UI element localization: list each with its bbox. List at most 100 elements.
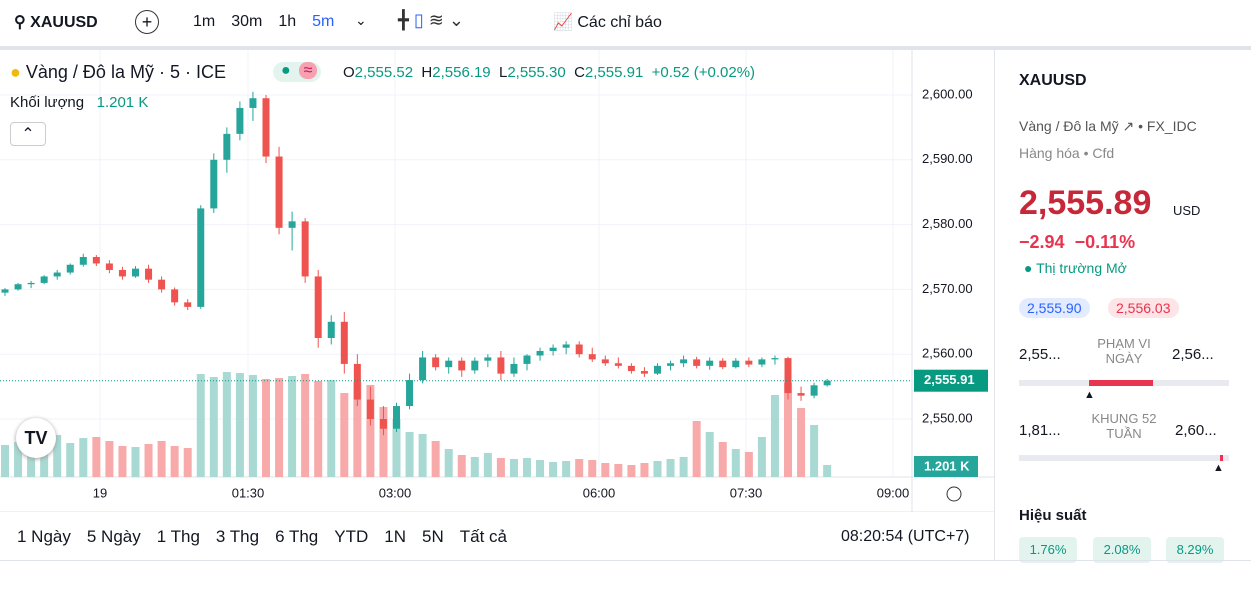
range[interactable]: 5 Ngày	[86, 527, 141, 546]
volume-bar	[157, 441, 166, 477]
collapse[interactable]: ⌃	[10, 122, 46, 146]
candle-body	[223, 133, 231, 160]
symbol: XAUUSD	[30, 14, 98, 31]
dropdown[interactable]: ⌄	[355, 12, 367, 28]
candle-body	[327, 321, 335, 338]
candle-body	[105, 263, 113, 270]
perf: 1.76%	[1019, 537, 1077, 563]
candle-body	[145, 268, 153, 280]
volume-bar	[483, 453, 492, 477]
candle-body	[14, 284, 22, 290]
day-label: PHẠM VI NGÀY	[1097, 336, 1151, 366]
volume-bar	[614, 464, 623, 477]
interval[interactable]: 1m	[193, 13, 216, 30]
volume-bar	[353, 382, 362, 477]
y-tick-label: 2,560.00	[922, 346, 973, 361]
interval[interactable]: 1h	[278, 13, 297, 30]
range[interactable]: 1 Ngày	[17, 527, 71, 546]
range[interactable]: 6 Thg	[275, 527, 319, 546]
volume-bar	[418, 434, 427, 477]
volume-bar	[301, 374, 310, 477]
candle-body	[732, 360, 740, 368]
name: Vàng / Đô la Mỹ	[1019, 118, 1119, 134]
marker: ▲	[1084, 389, 1095, 401]
y-tick-label: 2,550.00	[922, 410, 973, 425]
volume-bar	[183, 448, 192, 477]
candle-body	[627, 365, 635, 372]
volume-bar	[118, 446, 127, 477]
candle-body	[236, 107, 244, 134]
volume-bar	[262, 379, 270, 477]
volume-bar	[340, 393, 349, 477]
candle-body	[758, 359, 766, 365]
candle-body	[118, 269, 126, 277]
volume-val: 1.201 K	[96, 94, 149, 111]
volume-bar	[457, 455, 466, 477]
chart-type-icons[interactable]: ╋ ▯ ≋ ⌄	[398, 10, 464, 30]
interval[interactable]: 30m	[231, 13, 263, 30]
symbol-search[interactable]: ⚲ XAUUSD	[14, 14, 98, 31]
range[interactable]: 5N	[422, 527, 444, 546]
add-button[interactable]: +	[135, 10, 159, 34]
volume-bar	[222, 372, 231, 477]
volume-bar	[131, 447, 140, 477]
candle-body	[510, 363, 518, 374]
candle-body	[79, 256, 87, 265]
volume-bar	[705, 432, 714, 477]
candle-body	[667, 363, 675, 366]
candle-body	[575, 344, 583, 355]
status-pill[interactable]: ● ≈	[273, 62, 321, 82]
range[interactable]: 3 Thg	[215, 527, 260, 546]
perf: 8.29%	[1166, 537, 1224, 563]
volume-bar	[549, 462, 558, 477]
exchange: FX_IDC	[1146, 118, 1197, 134]
y-tick-label: 2,570.00	[922, 281, 973, 296]
candle-body	[158, 279, 166, 290]
y-tick-label: 2,580.00	[922, 216, 973, 231]
candle-body	[745, 360, 753, 365]
intervals: 1m 30m 1h 5m	[193, 13, 350, 31]
volume-bar	[744, 452, 753, 477]
currency: USD	[1173, 203, 1201, 218]
volume-bar	[770, 395, 779, 477]
kind: Cfd	[1092, 145, 1115, 161]
range[interactable]: Tất cả	[459, 527, 507, 546]
volume-bar	[509, 459, 518, 477]
candle-body	[471, 360, 479, 371]
indicators[interactable]: 📈 Các chỉ báo	[553, 14, 662, 31]
range[interactable]: 1 Thg	[156, 527, 200, 546]
volume-bar	[523, 458, 531, 477]
category: Hàng hóa	[1019, 145, 1080, 161]
candle-body	[601, 359, 609, 364]
candle-body	[184, 302, 192, 307]
y-tick-label: 2,590.00	[922, 151, 973, 166]
change: +0.52 (+0.02%)	[651, 64, 756, 81]
candle-body	[393, 406, 400, 429]
perf-title: Hiệu suất	[1019, 507, 1087, 524]
volume-bar	[496, 458, 505, 477]
volume-bar	[470, 457, 479, 477]
o-val: 2,555.52	[354, 64, 414, 81]
x-tick-label: 06:00	[583, 485, 616, 500]
volume-bar	[235, 373, 244, 477]
volume-tag	[914, 456, 978, 477]
ranges: 1 Ngày 5 Ngày 1 Thg 3 Thg 6 Thg YTD 1N 5N Tất cả	[17, 527, 523, 547]
candle-body	[588, 354, 596, 360]
wk-high: 2,60...	[1175, 422, 1217, 439]
volume-bar	[170, 446, 179, 477]
x-tick-label: 03:00	[379, 485, 412, 500]
candle-body	[771, 358, 779, 360]
range[interactable]: YTD	[334, 527, 369, 546]
interval[interactable]: 5m	[312, 13, 335, 30]
range[interactable]: 1N	[384, 527, 406, 546]
volume-bar	[14, 442, 23, 477]
l: L	[498, 64, 508, 81]
candle-body	[53, 272, 61, 277]
volume-bar	[366, 385, 375, 477]
volume-bar	[327, 380, 336, 477]
day-low: 2,55...	[1019, 346, 1061, 363]
price: 2,555.89	[1019, 184, 1152, 222]
settings-icon[interactable]	[946, 486, 962, 502]
candle-body	[249, 98, 257, 108]
volume-bar	[797, 408, 806, 477]
